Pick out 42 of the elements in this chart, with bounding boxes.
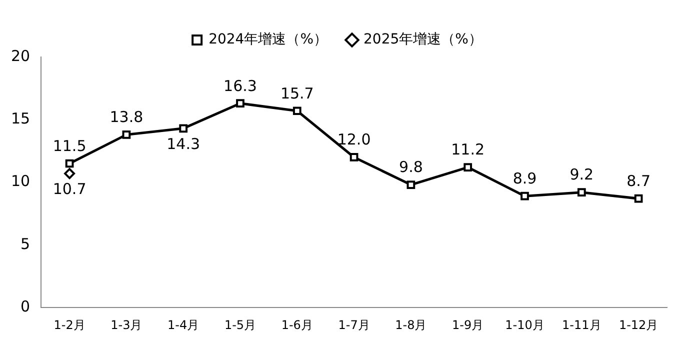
- data-label: 16.3: [224, 76, 257, 95]
- data-label: 11.5: [52, 136, 86, 155]
- legend-label: 2024年增速（%）: [208, 32, 328, 48]
- x-tick-label: 1-5月: [224, 318, 256, 332]
- x-tick-label: 1-11月: [562, 318, 602, 332]
- x-tick-label: 1-12月: [618, 318, 658, 332]
- y-tick-label: 20: [10, 46, 30, 65]
- data-label: 14.3: [166, 134, 200, 153]
- x-tick-label: 1-10月: [505, 318, 544, 332]
- data-label: 8.9: [512, 169, 537, 188]
- point: [350, 153, 358, 162]
- x-tick-label: 1-9月: [452, 318, 484, 332]
- data-label: 9.8: [399, 158, 423, 176]
- point: [406, 180, 416, 189]
- point: [179, 124, 188, 133]
- data-label: 9.2: [570, 166, 594, 184]
- x-tick-label: 1-4月: [168, 318, 200, 332]
- x-tick-label: 1-3月: [110, 318, 142, 332]
- legend-label: 2025年增速（%）: [364, 32, 482, 48]
- x-tick-label: 1-2月: [54, 318, 86, 332]
- point: [464, 163, 472, 172]
- point: [236, 99, 244, 108]
- data-label: 12.0: [337, 130, 371, 149]
- point: [634, 194, 643, 203]
- y-tick-label: 5: [20, 234, 30, 253]
- data-label: 8.7: [626, 172, 650, 190]
- data-label: 15.7: [280, 84, 314, 102]
- point: [122, 130, 131, 139]
- x-tick-label: 1-6月: [281, 318, 313, 332]
- point: [520, 192, 529, 200]
- y-tick-label: 10: [10, 172, 30, 190]
- point: [64, 168, 76, 180]
- y-tick-label: 0: [20, 297, 30, 316]
- point: [65, 159, 74, 168]
- x-tick-label: 1-8月: [395, 318, 427, 332]
- point: [292, 106, 302, 116]
- point: [577, 188, 586, 197]
- data-label: 13.8: [110, 108, 144, 126]
- data-label: 11.2: [451, 140, 485, 159]
- data-label: 10.7: [52, 180, 86, 198]
- x-tick-label: 1-7月: [338, 318, 370, 332]
- y-tick-label: 15: [10, 110, 30, 128]
